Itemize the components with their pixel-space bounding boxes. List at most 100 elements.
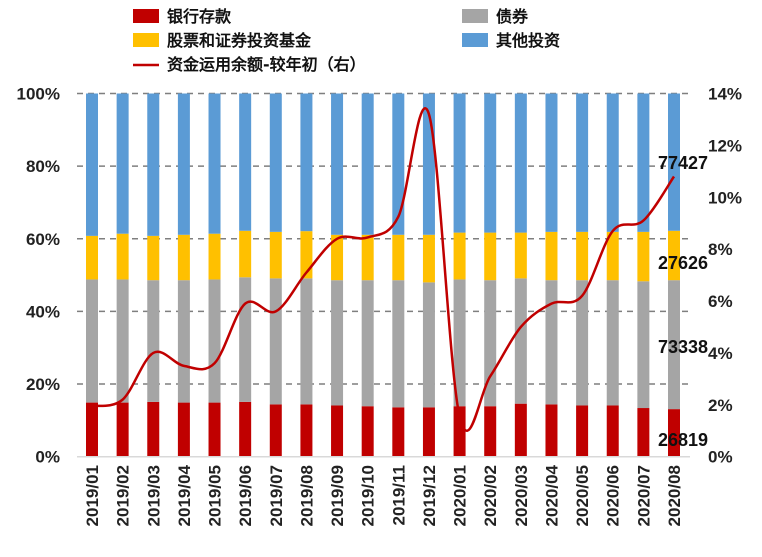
bar-2019-03-s0	[147, 401, 160, 457]
bar-2020-06-s0	[606, 405, 619, 457]
bar-2019-01-s3	[86, 93, 98, 236]
x-tick-label: 2019/11	[389, 465, 408, 526]
x-tick-label: 2019/10	[359, 465, 378, 526]
bar-2020-03-s2	[514, 232, 527, 279]
x-tick-label: 2019/12	[420, 465, 439, 526]
bar-2020-04-s3	[545, 93, 558, 232]
bar-2019-11-s0	[392, 407, 405, 457]
x-tick-label: 2019/03	[144, 465, 163, 526]
bar-2019-05-s1	[208, 279, 221, 403]
bar-2019-05-s2	[208, 233, 221, 280]
bar-2019-10-s1	[361, 280, 374, 407]
bar-2019-10-s2	[361, 234, 374, 281]
bar-2019-03-s2	[147, 235, 160, 281]
x-tick-label: 2020/06	[604, 465, 623, 526]
bar-2020-04-s1	[545, 280, 558, 405]
bar-2019-02-s0	[116, 402, 129, 457]
x-tick-label: 2020/08	[665, 465, 684, 526]
bar-2020-03-s1	[514, 278, 527, 404]
bar-2020-07-s2	[637, 231, 650, 282]
bar-2020-01-s3	[453, 93, 466, 233]
bar-2020-02-s2	[484, 232, 497, 281]
bar-2019-01-s1	[86, 279, 98, 403]
x-tick-label: 2019/07	[267, 465, 286, 526]
y-left-tick-label: 60%	[26, 230, 60, 249]
bar-2019-03-s3	[147, 93, 160, 236]
x-tick-label: 2019/05	[206, 465, 225, 526]
bar-2019-11-s3	[392, 93, 405, 235]
bar-2019-06-s1	[239, 277, 252, 402]
y-right-tick-label: 0%	[708, 448, 733, 467]
bar-2019-12-s1	[422, 282, 435, 408]
bar-2019-09-s0	[331, 405, 344, 457]
x-tick-label: 2019/01	[83, 465, 102, 526]
bar-2020-05-s3	[576, 93, 589, 232]
legend-swatch-3	[462, 33, 488, 47]
bar-2020-08-s2	[668, 230, 680, 281]
bar-2019-04-s3	[177, 93, 190, 235]
bar-2020-05-s2	[576, 231, 589, 281]
bar-2019-08-s2	[300, 231, 313, 279]
line-series-fund-balance	[91, 107, 676, 432]
bar-2019-08-s0	[300, 404, 313, 457]
bar-2020-06-s3	[606, 93, 619, 232]
bar-2019-07-s1	[269, 278, 282, 405]
y-right-tick-label: 4%	[708, 344, 733, 363]
data-label: 73338	[658, 337, 708, 357]
bar-2019-04-s2	[177, 234, 190, 281]
bar-2020-06-s1	[606, 280, 619, 406]
bar-2019-08-s1	[300, 278, 313, 405]
bar-2020-08-s0	[668, 409, 680, 457]
legend-swatch-2	[133, 33, 159, 47]
bar-2019-09-s3	[331, 93, 344, 235]
data-label: 26819	[658, 430, 708, 450]
bar-2019-02-s1	[116, 279, 129, 403]
x-tick-label: 2020/04	[542, 464, 561, 526]
bar-2019-07-s3	[269, 93, 282, 232]
x-tick-label: 2020/07	[634, 465, 653, 526]
bar-2019-07-s0	[269, 404, 282, 457]
y-right-tick-label: 6%	[708, 292, 733, 311]
data-label: 27626	[658, 253, 708, 273]
x-tick-label: 2019/02	[114, 465, 133, 526]
bar-2019-06-s3	[239, 93, 252, 231]
bar-2020-04-s2	[545, 231, 558, 281]
x-tick-label: 2019/04	[175, 464, 194, 526]
bar-2019-10-s0	[361, 406, 374, 457]
bar-2019-04-s1	[177, 280, 190, 403]
bar-2020-01-s1	[453, 279, 466, 407]
y-right-tick-label: 10%	[708, 188, 742, 207]
y-right-tick-label: 14%	[708, 85, 742, 104]
bar-2019-05-s3	[208, 93, 221, 234]
y-right-tick-label: 12%	[708, 136, 742, 155]
legend-label: 债券	[496, 7, 529, 26]
bar-2020-08-s3	[668, 93, 680, 231]
x-tick-label: 2019/09	[328, 465, 347, 526]
y-left-tick-label: 20%	[26, 375, 60, 394]
bar-2019-08-s3	[300, 93, 313, 232]
bar-2020-07-s3	[637, 93, 650, 232]
bar-2020-06-s2	[606, 231, 619, 281]
y-left-tick-label: 100%	[17, 85, 60, 104]
bar-2019-02-s3	[116, 93, 129, 234]
x-tick-label: 2020/02	[481, 465, 500, 526]
bar-2020-02-s0	[484, 406, 497, 457]
bar-2019-09-s2	[331, 234, 344, 281]
legend-label: 银行存款	[167, 7, 232, 26]
x-tick-label: 2019/08	[297, 465, 316, 526]
bar-2019-06-s2	[239, 230, 252, 278]
bar-2020-05-s1	[576, 280, 589, 406]
y-right-tick-label: 8%	[708, 240, 733, 259]
x-tick-label: 2020/03	[512, 465, 531, 526]
bar-2020-01-s2	[453, 232, 466, 280]
bar-2019-05-s0	[208, 402, 221, 457]
bar-2020-01-s0	[453, 406, 466, 457]
bar-2020-03-s0	[514, 403, 527, 457]
x-tick-label: 2020/05	[573, 465, 592, 526]
bar-2019-12-s0	[422, 407, 435, 457]
y-left-tick-label: 80%	[26, 157, 60, 176]
legend-label: 其他投资	[496, 31, 560, 50]
bar-2020-07-s0	[637, 408, 650, 457]
legend-label: 股票和证券投资基金	[167, 31, 312, 50]
